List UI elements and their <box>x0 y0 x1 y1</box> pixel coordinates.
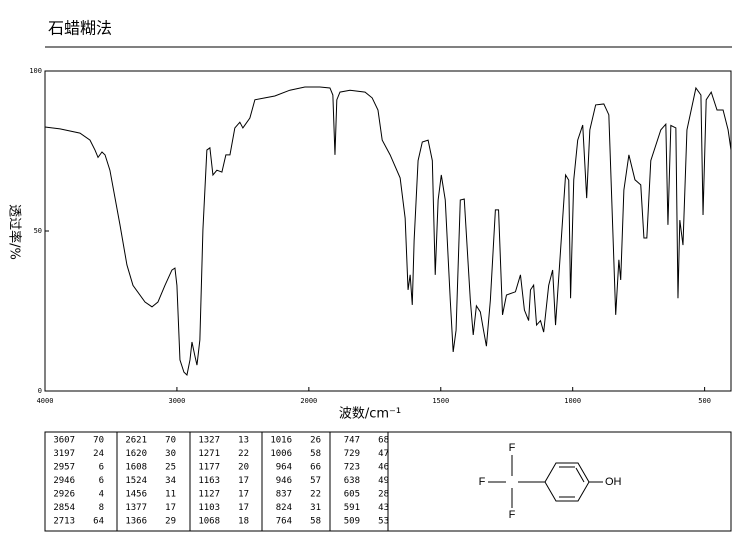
peak-wavenumber: 946 <box>276 476 292 486</box>
plot-frame <box>44 70 732 392</box>
x-tick-label: 500 <box>698 397 711 405</box>
peak-wavenumber: 2926 <box>53 490 75 500</box>
x-tick-label: 3000 <box>168 397 185 405</box>
peak-wavenumber: 1163 <box>198 476 220 486</box>
peak-wavenumber: 605 <box>344 490 360 500</box>
spectrum-line <box>44 86 732 376</box>
x-tick-label: 1000 <box>564 397 581 405</box>
peak-transmittance: 13 <box>238 436 249 446</box>
atom-label: F <box>509 509 516 521</box>
peak-transmittance: 18 <box>238 517 249 527</box>
peak-wavenumber: 1327 <box>198 436 220 446</box>
peak-transmittance: 70 <box>165 436 176 446</box>
x-axis-label: 波数/cm⁻¹ <box>339 407 401 422</box>
peak-transmittance: 49 <box>378 476 389 486</box>
peak-wavenumber: 1377 <box>125 503 147 513</box>
peak-wavenumber: 764 <box>276 517 292 527</box>
peak-wavenumber: 638 <box>344 476 360 486</box>
peak-wavenumber: 1271 <box>198 449 220 459</box>
peak-transmittance: 68 <box>378 436 389 446</box>
x-tick-label: 2000 <box>300 397 317 405</box>
peak-transmittance: 57 <box>310 476 321 486</box>
peak-transmittance: 17 <box>238 490 249 500</box>
atom-label: F <box>479 476 486 488</box>
peak-transmittance: 25 <box>165 463 176 473</box>
peak-wavenumber: 2946 <box>53 476 75 486</box>
peak-wavenumber: 723 <box>344 463 360 473</box>
page-title: 石蜡糊法 <box>48 19 112 38</box>
peak-wavenumber: 1006 <box>270 449 292 459</box>
peak-wavenumber: 1016 <box>270 436 292 446</box>
peak-transmittance: 24 <box>93 449 104 459</box>
atom-label: OH <box>605 476 622 488</box>
peak-transmittance: 47 <box>378 449 389 459</box>
peak-wavenumber: 1068 <box>198 517 220 527</box>
peak-transmittance: 34 <box>165 476 176 486</box>
peak-wavenumber: 837 <box>276 490 292 500</box>
y-tick-label: 50 <box>34 227 42 235</box>
peak-transmittance: 20 <box>238 463 249 473</box>
peak-transmittance: 29 <box>165 517 176 527</box>
peak-transmittance: 4 <box>99 490 104 500</box>
peak-wavenumber: 2621 <box>125 436 147 446</box>
structure-bonds <box>488 455 603 508</box>
y-tick-label: 100 <box>29 67 42 75</box>
peak-wavenumber: 1127 <box>198 490 220 500</box>
peak-transmittance: 46 <box>378 463 389 473</box>
peak-wavenumber: 1524 <box>125 476 147 486</box>
peak-transmittance: 6 <box>99 476 104 486</box>
y-axis-label: 透过率/% <box>7 204 23 260</box>
peak-wavenumber: 1103 <box>198 503 220 513</box>
peak-transmittance: 22 <box>310 490 321 500</box>
peak-wavenumber: 1366 <box>125 517 147 527</box>
peak-wavenumber: 3607 <box>53 436 75 446</box>
peak-transmittance: 43 <box>378 503 389 513</box>
peak-transmittance: 30 <box>165 449 176 459</box>
peak-transmittance: 22 <box>238 449 249 459</box>
peak-transmittance: 26 <box>310 436 321 446</box>
y-tick-label: 0 <box>38 387 42 395</box>
peak-transmittance: 66 <box>310 463 321 473</box>
peak-transmittance: 17 <box>238 503 249 513</box>
peak-transmittance: 6 <box>99 463 104 473</box>
peak-transmittance: 70 <box>93 436 104 446</box>
peak-transmittance: 53 <box>378 517 389 527</box>
peak-wavenumber: 591 <box>344 503 360 513</box>
x-tick-label: 4000 <box>37 397 54 405</box>
peak-wavenumber: 3197 <box>53 449 75 459</box>
peak-wavenumber: 2713 <box>53 517 75 527</box>
peak-wavenumber: 1620 <box>125 449 147 459</box>
atom-label: F <box>509 442 516 454</box>
peak-transmittance: 11 <box>165 490 176 500</box>
peak-wavenumber: 509 <box>344 517 360 527</box>
peak-transmittance: 58 <box>310 517 321 527</box>
peak-wavenumber: 824 <box>276 503 292 513</box>
peak-wavenumber: 1608 <box>125 463 147 473</box>
peak-transmittance: 64 <box>93 517 104 527</box>
peak-wavenumber: 1177 <box>198 463 220 473</box>
peak-transmittance: 17 <box>238 476 249 486</box>
peak-wavenumber: 747 <box>344 436 360 446</box>
table-dividers <box>116 432 389 531</box>
x-tick-label: 1500 <box>432 397 449 405</box>
peak-wavenumber: 1456 <box>125 490 147 500</box>
peak-transmittance: 8 <box>99 503 104 513</box>
peak-transmittance: 28 <box>378 490 389 500</box>
peak-wavenumber: 729 <box>344 449 360 459</box>
peak-wavenumber: 2957 <box>53 463 75 473</box>
peak-wavenumber: 2854 <box>53 503 75 513</box>
peak-transmittance: 31 <box>310 503 321 513</box>
peak-wavenumber: 964 <box>276 463 292 473</box>
peak-transmittance: 58 <box>310 449 321 459</box>
peak-transmittance: 17 <box>165 503 176 513</box>
